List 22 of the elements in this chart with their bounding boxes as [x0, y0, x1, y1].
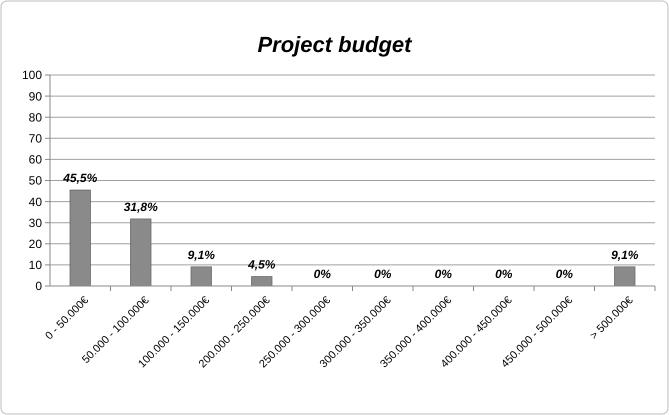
data-label: 0%: [495, 267, 513, 281]
data-label: 4,5%: [247, 258, 276, 272]
y-tick-label: 100: [22, 68, 42, 82]
data-label: 45,5%: [62, 170, 98, 185]
data-label: 9,1%: [188, 248, 216, 262]
data-label: 0%: [314, 267, 332, 281]
data-label: 9,1%: [611, 248, 639, 262]
chart-title: Project budget: [257, 32, 414, 57]
y-tick-label: 90: [28, 89, 42, 104]
y-tick-label: 20: [28, 237, 42, 251]
data-label: 0%: [556, 267, 574, 281]
y-tick-label: 0: [35, 279, 42, 294]
y-tick-label: 80: [28, 110, 42, 124]
y-tick-label: 60: [28, 152, 42, 167]
y-tick-label: 70: [28, 132, 42, 146]
y-tick-label: 40: [28, 194, 42, 209]
data-label: 0%: [374, 267, 392, 281]
y-tick-label: 50: [28, 174, 42, 188]
data-label: 0%: [434, 267, 452, 281]
y-tick-label: 10: [28, 258, 42, 272]
y-tick-label: 30: [28, 216, 42, 230]
data-label: 31,8%: [124, 200, 158, 214]
